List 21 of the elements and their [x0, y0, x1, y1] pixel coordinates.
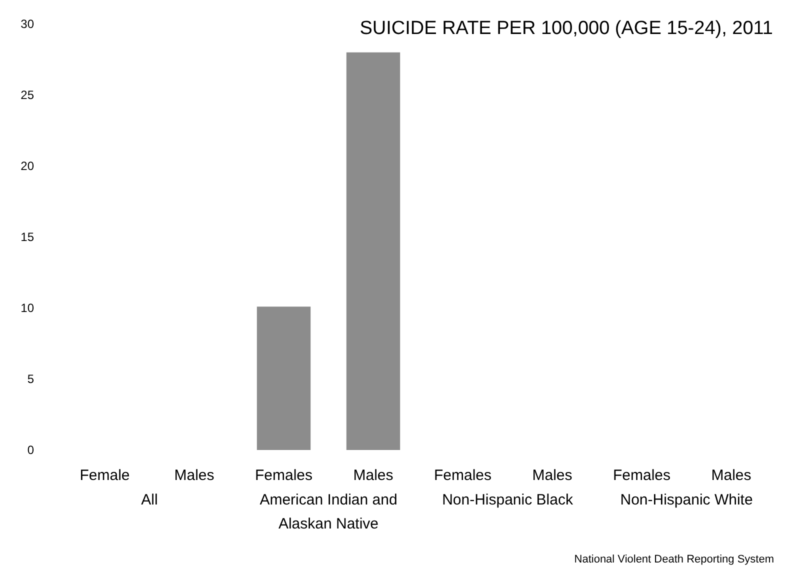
x-tick-label: Males [174, 467, 214, 484]
y-tick-label: 15 [20, 230, 34, 244]
y-tick-label: 5 [27, 372, 34, 386]
text: Non-Hispanic White [620, 492, 753, 508]
x-tick-label: Female [80, 467, 130, 484]
text: National Violent Death Reporting System [574, 554, 774, 566]
x-tick-label: Females [254, 467, 313, 484]
y-tick-label: 0 [27, 443, 34, 457]
x-tick-label: Males [353, 467, 394, 484]
y-tick-label: 20 [20, 159, 34, 173]
x-tick-label: Males [711, 467, 752, 484]
text: American Indian and Alaskan Native [260, 492, 398, 532]
chart-title: SUICIDE RATE PER 100,000 (AGE 15-24), 2011 [360, 18, 774, 39]
x-tick-label: Females [612, 467, 671, 484]
y-tick-label: 10 [20, 301, 34, 315]
y-tick-label: 25 [20, 88, 34, 102]
y-tick-label: 30 [20, 17, 34, 31]
x-tick-label: Males [532, 467, 572, 484]
text: All [141, 492, 158, 508]
x-tick-label: Females [434, 467, 492, 484]
text: Non-Hispanic Black [442, 492, 574, 508]
